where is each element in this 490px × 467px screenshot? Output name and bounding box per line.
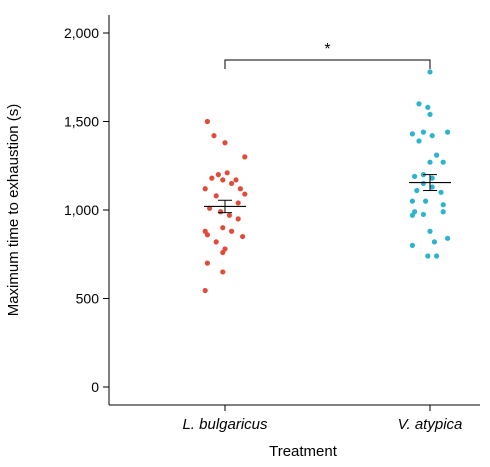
data-point	[235, 216, 241, 222]
data-point	[431, 239, 437, 245]
y-tick-label: 0	[91, 379, 99, 395]
y-tick-label: 1,000	[64, 202, 99, 218]
data-point	[204, 232, 210, 238]
data-point	[218, 209, 224, 215]
data-point	[414, 187, 420, 194]
significance-bracket: *	[224, 41, 431, 69]
data-point	[420, 180, 426, 187]
data-point	[202, 287, 208, 294]
data-point	[213, 239, 219, 245]
data-point	[209, 175, 215, 181]
y-tick-label: 2,000	[64, 25, 99, 41]
data-point	[434, 152, 440, 158]
data-point	[440, 202, 446, 208]
data-point	[420, 129, 426, 135]
data-point	[427, 159, 433, 165]
data-point	[409, 242, 415, 248]
data-point	[427, 228, 433, 234]
data-point	[229, 180, 235, 187]
data-point	[229, 228, 235, 234]
x-tick-label: L. bulgaricus	[182, 416, 268, 433]
data-point	[211, 133, 217, 139]
data-point	[412, 173, 418, 179]
data-point	[220, 177, 226, 183]
data-point	[420, 211, 426, 218]
data-point	[242, 154, 248, 160]
data-point	[445, 235, 451, 241]
data-point	[434, 253, 440, 259]
data-point	[213, 193, 219, 199]
y-axis-title: Maximum time to exhaustion (s)	[5, 104, 22, 317]
y-axis: 0 500 1,000 1,500 2,000	[64, 15, 110, 405]
x-axis-title: Treatment	[269, 443, 338, 460]
data-point	[429, 175, 435, 181]
data-point	[425, 104, 431, 110]
data-point	[440, 209, 446, 215]
data-point	[226, 212, 232, 218]
x-axis: L. bulgaricus V. atypica	[109, 404, 480, 433]
data-point	[423, 198, 429, 204]
data-point	[204, 118, 210, 125]
data-point	[235, 200, 241, 206]
data-point	[427, 69, 433, 75]
data-points	[202, 69, 451, 294]
data-point	[416, 138, 422, 144]
bracket-line	[224, 59, 431, 69]
data-point	[438, 189, 444, 195]
significance-label: *	[324, 41, 330, 58]
data-point	[427, 111, 433, 118]
data-point	[220, 269, 226, 275]
data-point	[409, 198, 415, 204]
data-point	[429, 184, 435, 190]
data-point	[202, 186, 208, 192]
data-point	[220, 249, 226, 256]
x-tick-label: V. atypica	[398, 416, 463, 433]
data-point	[409, 131, 415, 137]
data-point	[445, 129, 451, 135]
data-point	[237, 186, 243, 192]
data-point	[440, 159, 446, 165]
data-point	[425, 253, 431, 259]
data-point	[204, 260, 210, 266]
data-point	[233, 177, 239, 183]
data-point	[416, 101, 422, 107]
data-point	[224, 170, 230, 176]
data-point	[409, 212, 415, 218]
data-point	[429, 133, 435, 139]
data-point	[242, 191, 248, 197]
data-point	[240, 233, 246, 240]
y-tick-label: 1,500	[64, 114, 99, 130]
mean-sem-markers	[204, 174, 451, 214]
data-point	[220, 225, 226, 231]
data-point	[215, 172, 221, 178]
data-point	[222, 140, 228, 146]
y-tick-label: 500	[76, 291, 100, 307]
